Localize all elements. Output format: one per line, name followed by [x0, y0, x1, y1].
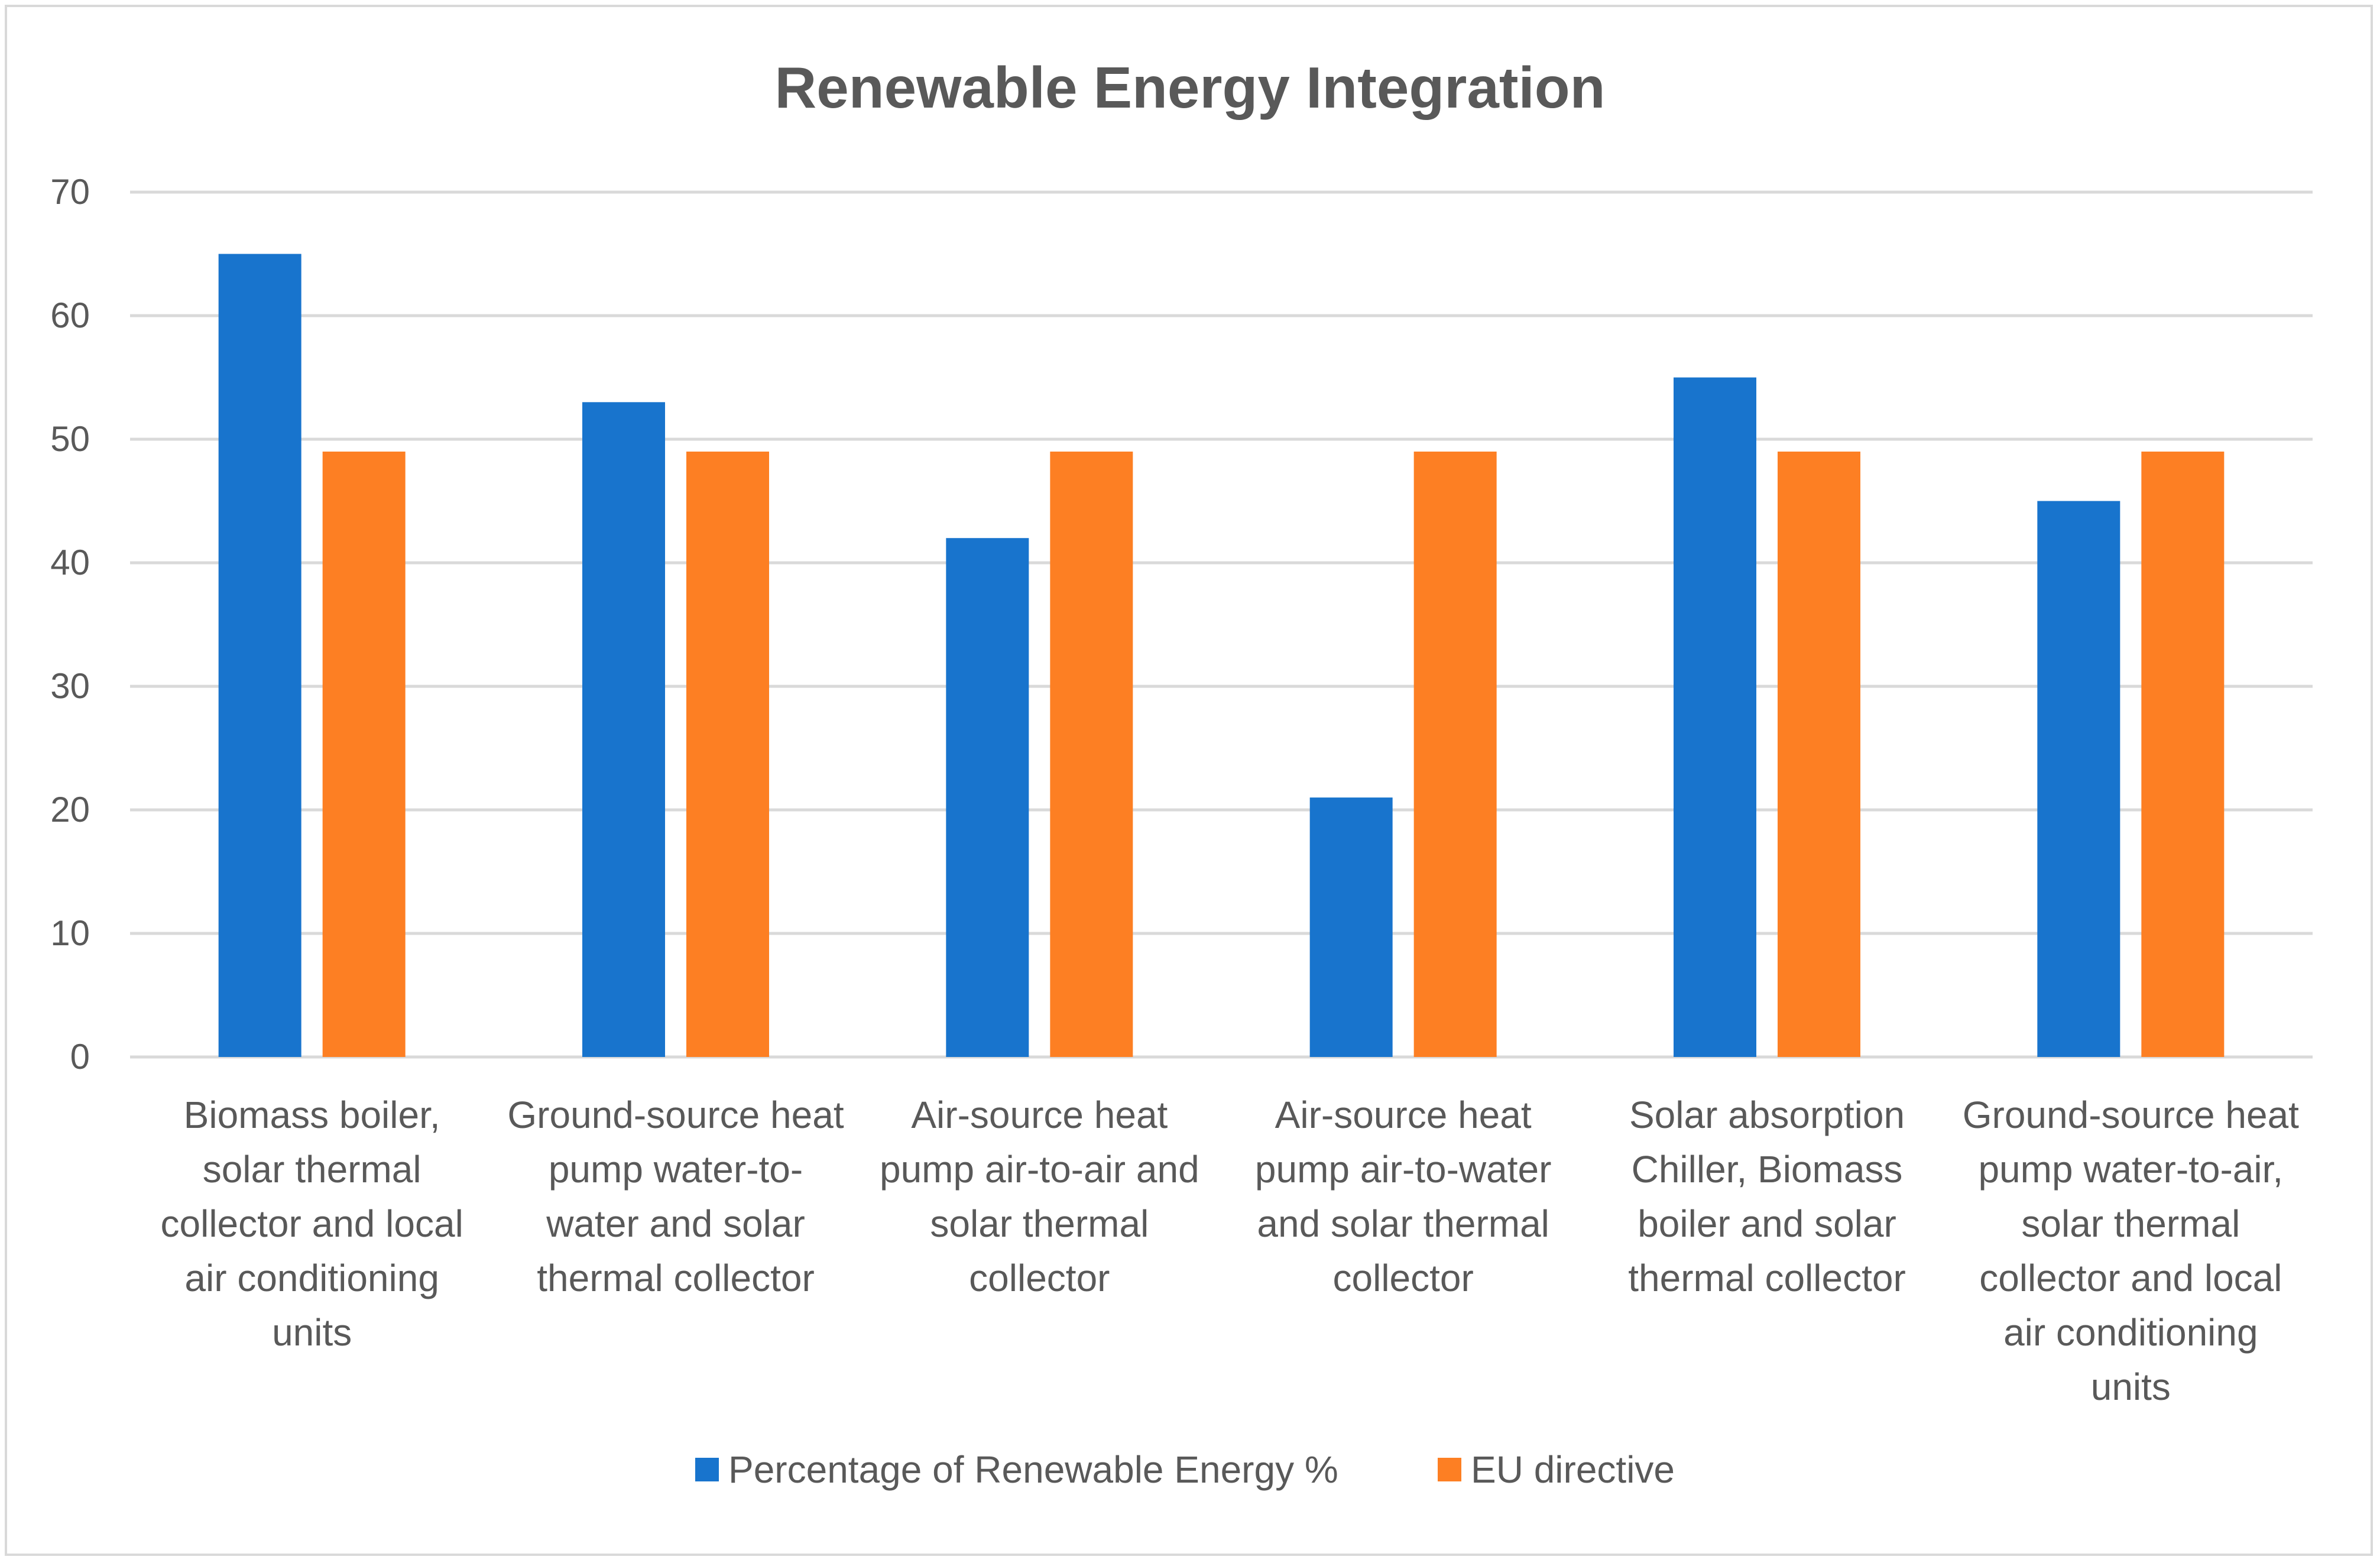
x-category-line: collector — [969, 1257, 1110, 1299]
x-category-label: Biomass boiler, solar thermal collector an… — [161, 1094, 463, 1354]
gridlines — [130, 190, 2313, 1059]
x-category-line: pump air-to-water — [1255, 1148, 1552, 1191]
x-axis-labels: Biomass boiler, solar thermal collector an… — [161, 1094, 2300, 1408]
y-axis-ticks: 0 10 20 30 40 50 60 70 — [50, 172, 90, 1076]
legend-label-eu-directive: EU directive — [1471, 1448, 1675, 1491]
bar-renewable-3 — [946, 538, 1029, 1057]
bar-eu-directive-5 — [1778, 451, 1860, 1057]
y-tick-label: 70 — [50, 172, 90, 212]
x-category-line: Air-source heat — [911, 1094, 1168, 1136]
x-category-label: Air-source heat pump air-to-water and sola… — [1255, 1094, 1552, 1299]
x-category-line: Solar absorption — [1629, 1094, 1905, 1136]
x-category-line: collector — [1333, 1257, 1474, 1299]
x-category-line: and solar thermal — [1257, 1202, 1549, 1245]
y-tick-label: 50 — [50, 419, 90, 459]
x-category-line: Ground-source heat — [1963, 1094, 2299, 1136]
bar-renewable-1 — [218, 254, 301, 1057]
chart-title: Renewable Energy Integration — [775, 55, 1606, 120]
legend: Percentage of Renewable Energy % EU direc… — [695, 1448, 1675, 1491]
legend-label-renewable: Percentage of Renewable Energy % — [728, 1448, 1338, 1491]
bar-eu-directive-6 — [2141, 451, 2225, 1057]
y-tick-label: 10 — [50, 913, 90, 953]
bar-eu-directive-1 — [322, 451, 406, 1057]
x-category-line: Biomass boiler, — [184, 1094, 440, 1136]
x-category-label: Ground-source heat pump water-to-air, sola… — [1963, 1094, 2299, 1408]
x-category-line: solar thermal — [203, 1148, 421, 1191]
x-category-line: Air-source heat — [1275, 1094, 1532, 1136]
bar-eu-directive-2 — [686, 451, 769, 1057]
x-category-line: thermal collector — [537, 1257, 815, 1299]
y-tick-label: 30 — [50, 666, 90, 706]
x-category-line: Ground-source heat — [507, 1094, 844, 1136]
bars — [218, 254, 2225, 1057]
x-category-label: Solar absorption Chiller, Biomass boiler a… — [1628, 1094, 1906, 1299]
x-category-line: Chiller, Biomass — [1632, 1148, 1903, 1191]
bar-eu-directive-4 — [1413, 451, 1497, 1057]
bar-renewable-2 — [582, 402, 665, 1057]
y-tick-label: 60 — [50, 296, 90, 335]
x-category-line: units — [272, 1311, 352, 1354]
bar-renewable-4 — [1309, 797, 1393, 1057]
x-category-line: collector and local — [1979, 1257, 2282, 1299]
x-category-line: air conditioning — [2003, 1311, 2258, 1354]
y-tick-label: 20 — [50, 790, 90, 829]
x-category-line: water and solar — [546, 1202, 805, 1245]
legend-swatch-renewable — [695, 1458, 719, 1481]
x-category-line: collector and local — [161, 1202, 463, 1245]
y-tick-label: 40 — [50, 543, 90, 582]
x-category-line: thermal collector — [1628, 1257, 1906, 1299]
legend-swatch-eu-directive — [1438, 1458, 1461, 1481]
bar-eu-directive-3 — [1050, 451, 1133, 1057]
x-category-line: pump air-to-air and — [880, 1148, 1199, 1191]
x-category-line: pump water-to-air, — [1978, 1148, 2283, 1191]
y-tick-label: 0 — [70, 1037, 90, 1076]
x-category-line: boiler and solar — [1638, 1202, 1896, 1245]
x-category-line: air conditioning — [184, 1257, 439, 1299]
x-category-line: solar thermal — [930, 1202, 1149, 1245]
x-category-line: units — [2091, 1366, 2171, 1408]
bar-renewable-6 — [2037, 501, 2120, 1057]
bar-renewable-5 — [1674, 377, 1756, 1057]
x-category-label: Ground-source heat pump water-to-water an… — [507, 1094, 844, 1299]
x-category-line: solar thermal — [2021, 1202, 2240, 1245]
x-category-label: Air-source heat pump air-to-air and solar … — [880, 1094, 1199, 1299]
x-category-line: pump water-to- — [549, 1148, 803, 1191]
